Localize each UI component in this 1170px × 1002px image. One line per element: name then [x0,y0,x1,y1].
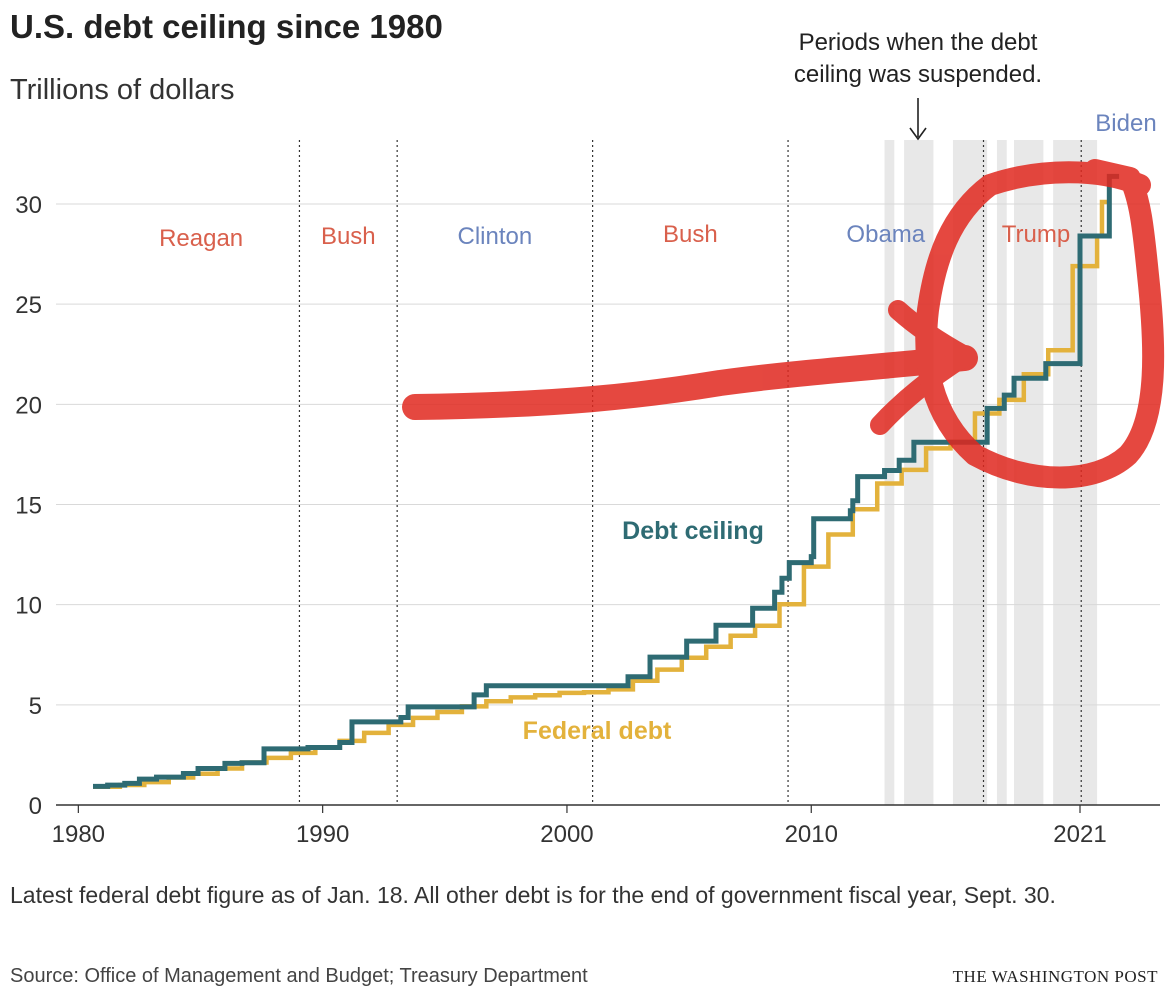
federal-debt-line [93,185,1112,790]
publisher-logo: THE WASHINGTON POST [952,967,1158,986]
y-tick-label: 30 [15,192,42,219]
x-tick-label: 1990 [296,821,349,848]
president-label: Trump [1002,221,1070,248]
y-tick-label: 10 [15,593,42,620]
x-tick-label: 2000 [540,821,593,848]
president-label: Bush [321,223,376,250]
chart-subtitle: Trillions of dollars [10,74,235,106]
annotation-text-line-2: ceiling was suspended. [794,61,1042,88]
footnote: Latest federal debt figure as of Jan. 18… [10,882,1056,908]
federal-debt-label: Federal debt [523,717,672,745]
source-line: Source: Office of Management and Budget;… [10,965,588,987]
x-tick-label: 1980 [52,821,105,848]
president-label: Obama [846,221,925,248]
debt-ceiling-label: Debt ceiling [622,517,764,545]
suspension-band-1 [904,140,934,805]
president-label: Clinton [458,223,533,250]
president-label: Reagan [159,225,243,252]
debt-ceiling-line [93,173,1120,789]
y-tick-label: 0 [29,793,42,820]
president-label: Biden [1095,110,1156,137]
chart-title: U.S. debt ceiling since 1980 [10,8,443,45]
red-marker-circle [915,159,1165,489]
suspension-band-2 [952,140,988,805]
x-tick-label: 2010 [785,821,838,848]
y-tick-label: 15 [15,493,42,520]
annotation-arrow-head [909,127,927,141]
annotation-text-line-1: Periods when the debt [799,29,1038,56]
y-tick-label: 5 [29,693,42,720]
red-marker-annotation [402,159,1165,489]
y-tick-label: 25 [15,292,42,319]
debt-ceiling-chart: 0 5 10 15 20 25 30 Reagan Bush Clinton Bush Obama Tr… [15,29,1165,848]
y-tick-label: 20 [15,392,42,419]
red-marker-arrow-shaft [402,345,978,420]
president-label: Bush [663,221,718,248]
x-tick-label: 2021 [1053,821,1106,848]
